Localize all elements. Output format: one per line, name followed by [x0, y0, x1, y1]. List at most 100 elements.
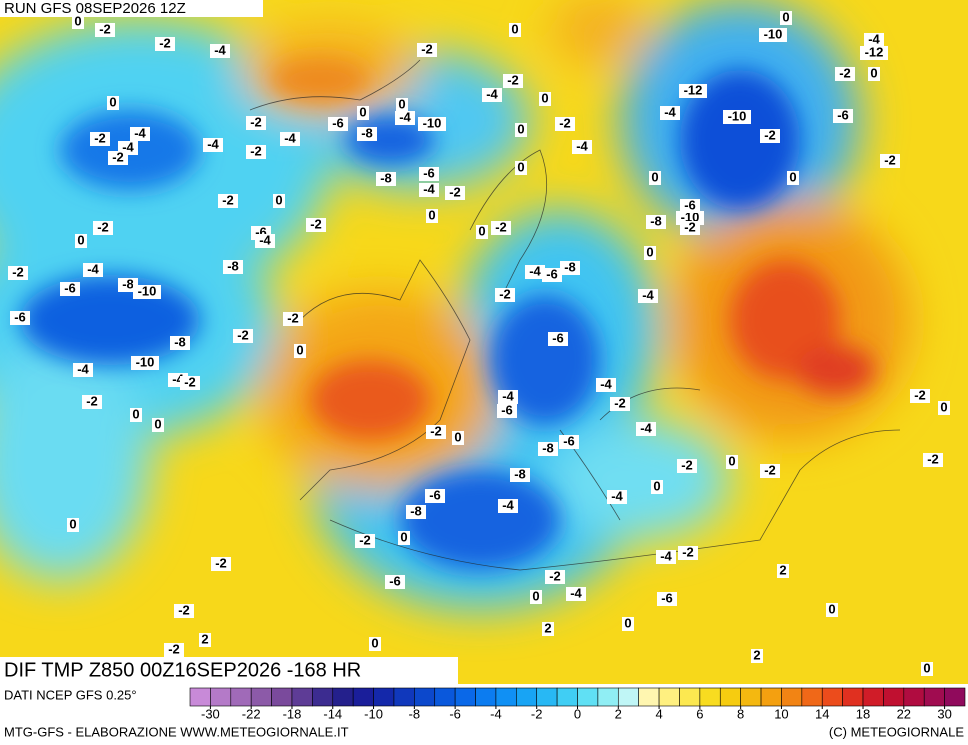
contour-label: -4	[502, 497, 514, 512]
contour-label: 0	[428, 207, 435, 222]
legend-tick-label: 0	[574, 706, 581, 721]
contour-label-box	[90, 132, 110, 146]
contour-label-box	[510, 468, 530, 482]
contour-label-box	[723, 110, 751, 124]
contour-label-box	[417, 43, 437, 57]
color-cell	[536, 687, 558, 707]
contour-label-box	[398, 531, 410, 545]
color-legend: -30 -22 -18 -14 -10 -8 -6 -4 -2 0 2 4 6 8 10 14 18 22 30	[189, 687, 966, 721]
color-cell	[495, 687, 517, 707]
contour-label-box	[328, 117, 348, 131]
contour-label-box	[498, 390, 518, 404]
contour-label-box	[108, 151, 128, 165]
legend-tick-label: -8	[409, 706, 421, 721]
color-cell	[862, 687, 884, 707]
contour-label-box	[923, 453, 943, 467]
contour-label: -10	[423, 115, 442, 130]
color-cell	[617, 687, 639, 707]
contour-label-box	[657, 592, 677, 606]
contour-label-box	[60, 282, 80, 296]
contour-label-box	[130, 408, 142, 422]
contour-label-box	[622, 617, 634, 631]
contour-label-box	[357, 106, 369, 120]
contour-label-box	[406, 505, 426, 519]
contour-label: 0	[69, 516, 76, 531]
color-cell	[516, 687, 538, 707]
contour-label-box	[73, 363, 93, 377]
legend-tick-label: 10	[774, 706, 788, 721]
contour-label-box	[174, 604, 194, 618]
contour-label: 0	[400, 529, 407, 544]
contour-label-box	[445, 186, 465, 200]
contour-label: -10	[728, 108, 747, 123]
contour-label-box	[357, 127, 377, 141]
contour-label: -2	[359, 532, 371, 547]
legend-tick-label: 2	[615, 706, 622, 721]
contour-label-box	[67, 518, 79, 532]
contour-label: 0	[789, 169, 796, 184]
contour-label: -6	[64, 280, 76, 295]
contour-label-box	[596, 378, 616, 392]
contour-label-box	[497, 404, 517, 418]
legend-tick-label: 14	[815, 706, 829, 721]
contour-label: -6	[684, 197, 696, 212]
contour-label: -2	[549, 568, 561, 583]
legend-tick-label: -30	[201, 706, 220, 721]
legend-tick-label: 18	[856, 706, 870, 721]
contour-label: -4	[642, 287, 654, 302]
contour-label-box	[476, 225, 488, 239]
contour-label: 0	[359, 104, 366, 119]
color-cell	[352, 687, 374, 707]
contour-label: -10	[681, 209, 700, 224]
contour-label: -6	[389, 573, 401, 588]
contour-label-box	[180, 376, 200, 390]
contour-label-box	[751, 649, 763, 663]
contour-label: -6	[14, 309, 26, 324]
contour-label: -8	[361, 125, 373, 140]
contour-label-box	[131, 356, 159, 370]
contour-label-box	[419, 183, 439, 197]
contour-label-box	[425, 489, 445, 503]
color-cell	[740, 687, 762, 707]
contour-label: -4	[570, 585, 582, 600]
contour-label: 0	[870, 65, 877, 80]
contour-label-box	[679, 84, 707, 98]
legend-tick-label: -18	[283, 706, 302, 721]
contour-label: 0	[154, 416, 161, 431]
contour-label-box	[503, 74, 523, 88]
contour-label-box	[418, 117, 446, 131]
contour-label: -4	[640, 420, 652, 435]
contour-label-box	[82, 395, 102, 409]
contour-label: -6	[501, 402, 513, 417]
contour-label: -2	[99, 21, 111, 36]
contour-label-box	[155, 37, 175, 51]
contour-label-box	[355, 534, 375, 548]
contour-label-box	[646, 215, 666, 229]
contour-label-box	[210, 44, 230, 58]
contour-label: -2	[159, 35, 171, 50]
contour-label-box	[233, 329, 253, 343]
contour-label: -8	[174, 334, 186, 349]
contour-label-box	[509, 23, 521, 37]
color-cell	[903, 687, 925, 707]
legend-tick-label: -2	[531, 706, 543, 721]
contour-label-box	[515, 161, 527, 175]
contour-label: -6	[423, 165, 435, 180]
color-cell	[679, 687, 701, 707]
contour-label: -8	[514, 466, 526, 481]
contour-label: 0	[782, 9, 789, 24]
contour-label-box	[306, 218, 326, 232]
contour-label: -4	[486, 86, 498, 101]
contour-label: -2	[507, 72, 519, 87]
contour-label-box	[495, 288, 515, 302]
contour-label: -2	[250, 143, 262, 158]
contour-label: -4	[576, 138, 588, 153]
contour-label-box	[72, 15, 84, 29]
color-cell	[597, 687, 619, 707]
contour-label-box	[385, 575, 405, 589]
contour-label-box	[759, 28, 787, 42]
legend-tick-label: 6	[696, 706, 703, 721]
contour-label-box	[199, 633, 211, 647]
contour-label: -6	[563, 433, 575, 448]
